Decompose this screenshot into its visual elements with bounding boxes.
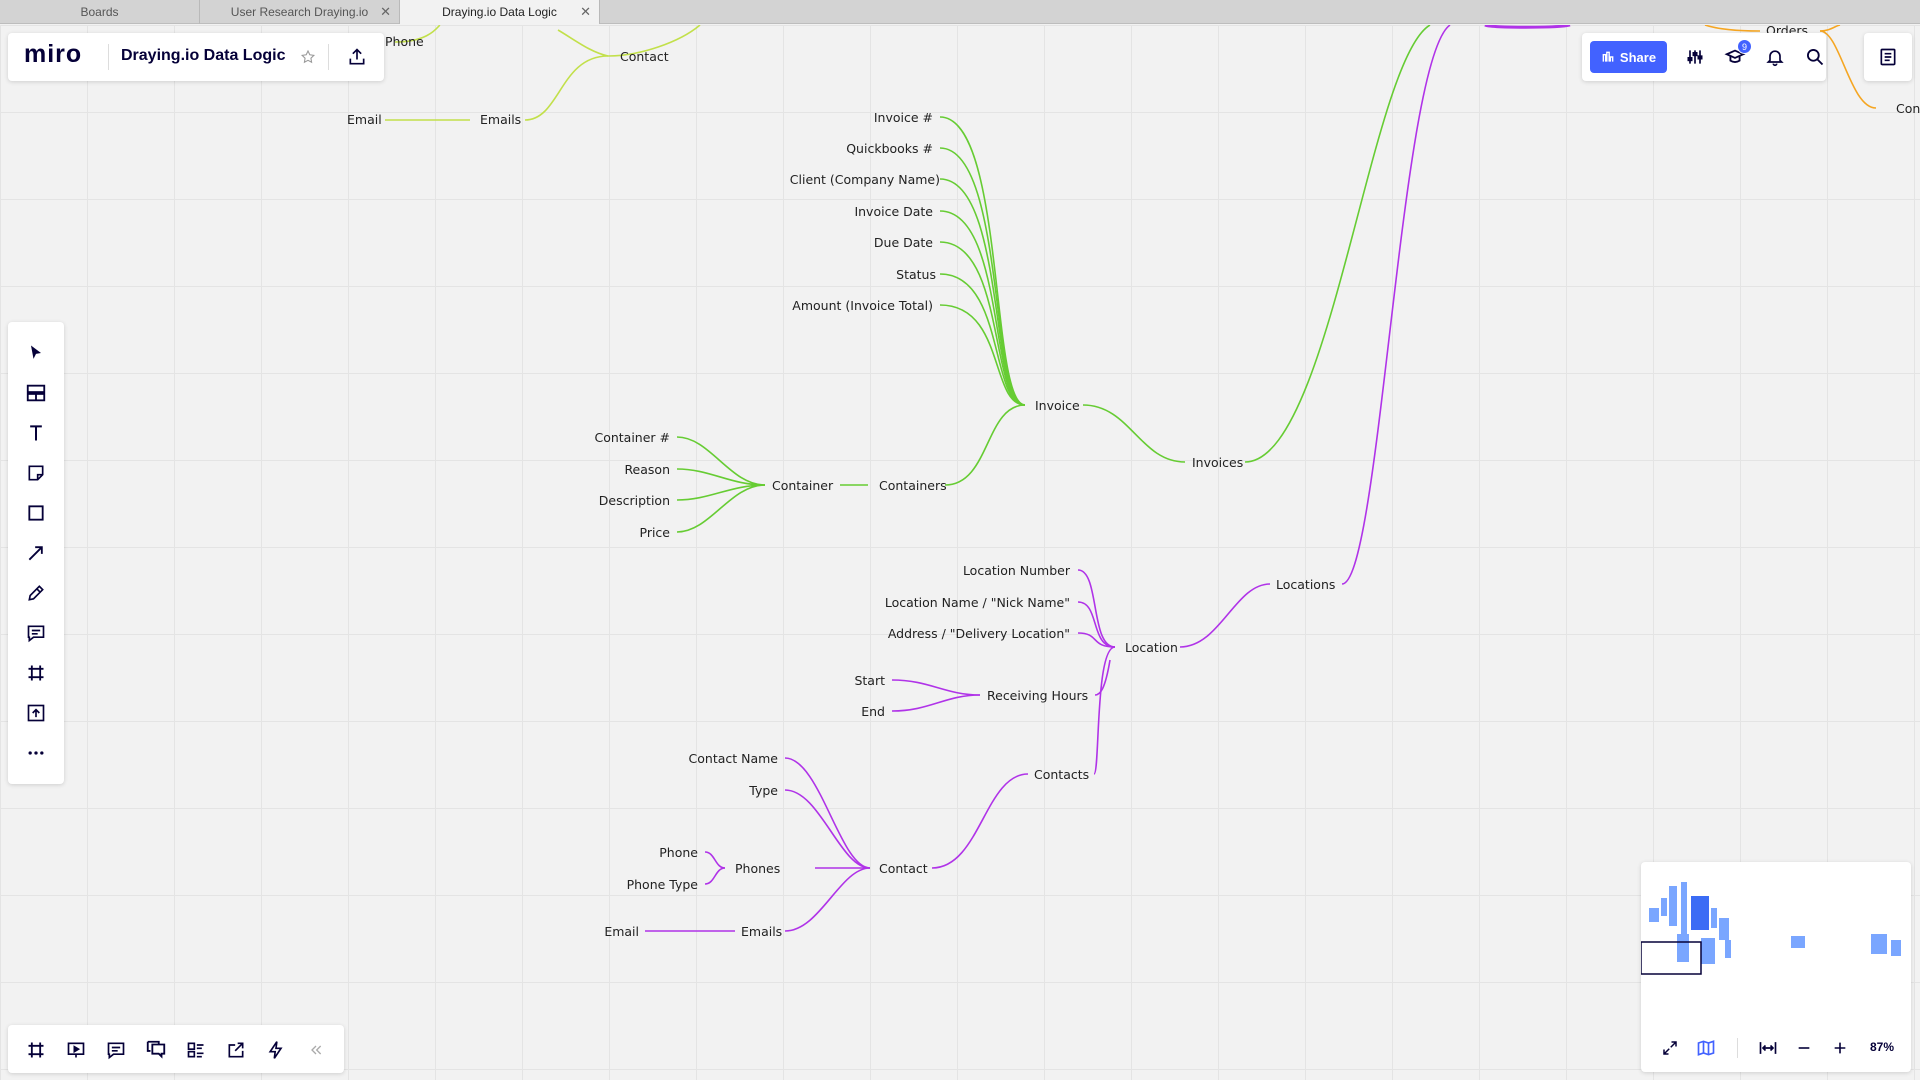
comment-icon[interactable]	[20, 617, 52, 649]
node-container[interactable]: Container	[772, 478, 834, 493]
frame-icon[interactable]	[20, 657, 52, 689]
node-phone[interactable]: Phone	[385, 34, 424, 49]
minimap[interactable]	[1641, 868, 1911, 1008]
tab-data-logic[interactable]: Draying.io Data Logic ✕	[400, 0, 600, 24]
node-contact-name[interactable]: Contact Name	[689, 751, 779, 766]
cursor-icon[interactable]	[20, 337, 52, 369]
node-email-location[interactable]: Email	[604, 924, 639, 939]
presentation-icon[interactable]	[60, 1034, 92, 1066]
more-icon[interactable]	[20, 737, 52, 769]
node-emails[interactable]: Emails	[480, 112, 521, 127]
tab-label: Draying.io Data Logic	[442, 5, 557, 19]
templates-icon[interactable]	[20, 377, 52, 409]
node-invoice-number[interactable]: Invoice #	[874, 110, 933, 125]
node-due-date[interactable]: Due Date	[874, 235, 933, 250]
share-label: Share	[1619, 49, 1657, 65]
shape-icon[interactable]	[20, 497, 52, 529]
bottom-toolbar	[8, 1025, 344, 1073]
node-type[interactable]: Type	[748, 783, 778, 798]
node-phones[interactable]: Phones	[735, 861, 780, 876]
zoom-divider	[1737, 1038, 1738, 1058]
zoom-level[interactable]: 87%	[1870, 1040, 1895, 1054]
tab-label: User Research Draying.io	[230, 5, 369, 19]
star-icon[interactable]	[292, 41, 324, 73]
learning-hat-icon[interactable]	[1719, 41, 1751, 73]
zoom-out-icon[interactable]	[1788, 1032, 1820, 1064]
notes-icon[interactable]	[1872, 41, 1904, 73]
node-emails-location[interactable]: Emails	[741, 924, 782, 939]
node-contacts[interactable]: Contacts	[1034, 767, 1089, 782]
share-button[interactable]: Share	[1590, 41, 1667, 73]
export-icon[interactable]	[341, 41, 373, 73]
tab-label: Boards	[80, 5, 119, 19]
node-location-name[interactable]: Location Name / "Nick Name"	[885, 595, 1070, 610]
node-end[interactable]: End	[861, 704, 885, 719]
miro-logo[interactable]: miro	[24, 40, 83, 68]
upload-icon[interactable]	[20, 697, 52, 729]
close-icon[interactable]: ✕	[380, 4, 391, 19]
header-divider	[108, 44, 109, 70]
board-title[interactable]: Draying.io Data Logic	[121, 47, 286, 64]
node-invoices[interactable]: Invoices	[1192, 455, 1243, 470]
zoom-in-icon[interactable]	[1824, 1032, 1856, 1064]
settings-sliders-icon[interactable]	[1679, 41, 1711, 73]
node-phone-location[interactable]: Phone	[659, 845, 698, 860]
board-canvas[interactable]: Phone Type Phone Contact Email Emails Or…	[0, 25, 1920, 1080]
map-icon[interactable]	[1690, 1032, 1722, 1064]
bell-icon[interactable]	[1759, 41, 1791, 73]
collapse-icon[interactable]	[300, 1034, 332, 1066]
node-contact[interactable]: Contact	[620, 49, 669, 64]
text-icon[interactable]	[20, 417, 52, 449]
node-address[interactable]: Address / "Delivery Location"	[888, 626, 1070, 641]
node-price[interactable]: Price	[640, 525, 671, 540]
node-invoice[interactable]: Invoice	[1035, 398, 1080, 413]
close-icon[interactable]: ✕	[580, 4, 591, 19]
search-icon[interactable]	[1799, 41, 1831, 73]
node-description[interactable]: Description	[599, 493, 670, 508]
tab-user-research[interactable]: User Research Draying.io ✕	[200, 0, 400, 24]
cards-icon[interactable]	[180, 1034, 212, 1066]
notification-badge: 9	[1737, 39, 1752, 54]
share-icon	[1602, 51, 1614, 62]
chat-icon[interactable]	[140, 1034, 172, 1066]
node-reason[interactable]: Reason	[624, 462, 670, 477]
mind-map: Phone Type Phone Contact Email Emails Or…	[279, 25, 1920, 939]
node-start[interactable]: Start	[854, 673, 885, 688]
node-status[interactable]: Status	[896, 267, 936, 282]
node-email[interactable]: Email	[347, 112, 382, 127]
node-amount[interactable]: Amount (Invoice Total)	[792, 298, 933, 313]
sticky-note-icon[interactable]	[20, 457, 52, 489]
fit-width-icon[interactable]	[1752, 1032, 1784, 1064]
node-cont[interactable]: Cont	[1896, 101, 1920, 116]
tab-boards[interactable]: Boards	[0, 0, 200, 24]
frames-icon[interactable]	[20, 1034, 52, 1066]
header-divider	[328, 44, 329, 70]
node-containers[interactable]: Containers	[879, 478, 947, 493]
share-screen-icon[interactable]	[220, 1034, 252, 1066]
node-phone-type[interactable]: Phone Type	[627, 877, 699, 892]
arrow-icon[interactable]	[20, 537, 52, 569]
node-quickbooks-number[interactable]: Quickbooks #	[846, 141, 933, 156]
node-contact-location[interactable]: Contact	[879, 861, 928, 876]
lightning-icon[interactable]	[260, 1034, 292, 1066]
fit-screen-icon[interactable]	[1654, 1032, 1686, 1064]
pen-icon[interactable]	[20, 577, 52, 609]
node-invoice-date[interactable]: Invoice Date	[854, 204, 933, 219]
node-locations[interactable]: Locations	[1276, 577, 1335, 592]
node-location-number[interactable]: Location Number	[963, 563, 1071, 578]
node-location[interactable]: Location	[1125, 640, 1178, 655]
node-client[interactable]: Client (Company Name)	[790, 172, 940, 187]
node-receiving-hours[interactable]: Receiving Hours	[987, 688, 1088, 703]
comments-icon[interactable]	[100, 1034, 132, 1066]
node-container-number[interactable]: Container #	[594, 430, 670, 445]
browser-tab-bar: Boards User Research Draying.io ✕ Draying…	[0, 0, 1920, 24]
board-header	[8, 33, 384, 81]
